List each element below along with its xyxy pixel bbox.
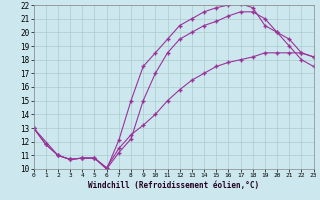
- X-axis label: Windchill (Refroidissement éolien,°C): Windchill (Refroidissement éolien,°C): [88, 181, 259, 190]
